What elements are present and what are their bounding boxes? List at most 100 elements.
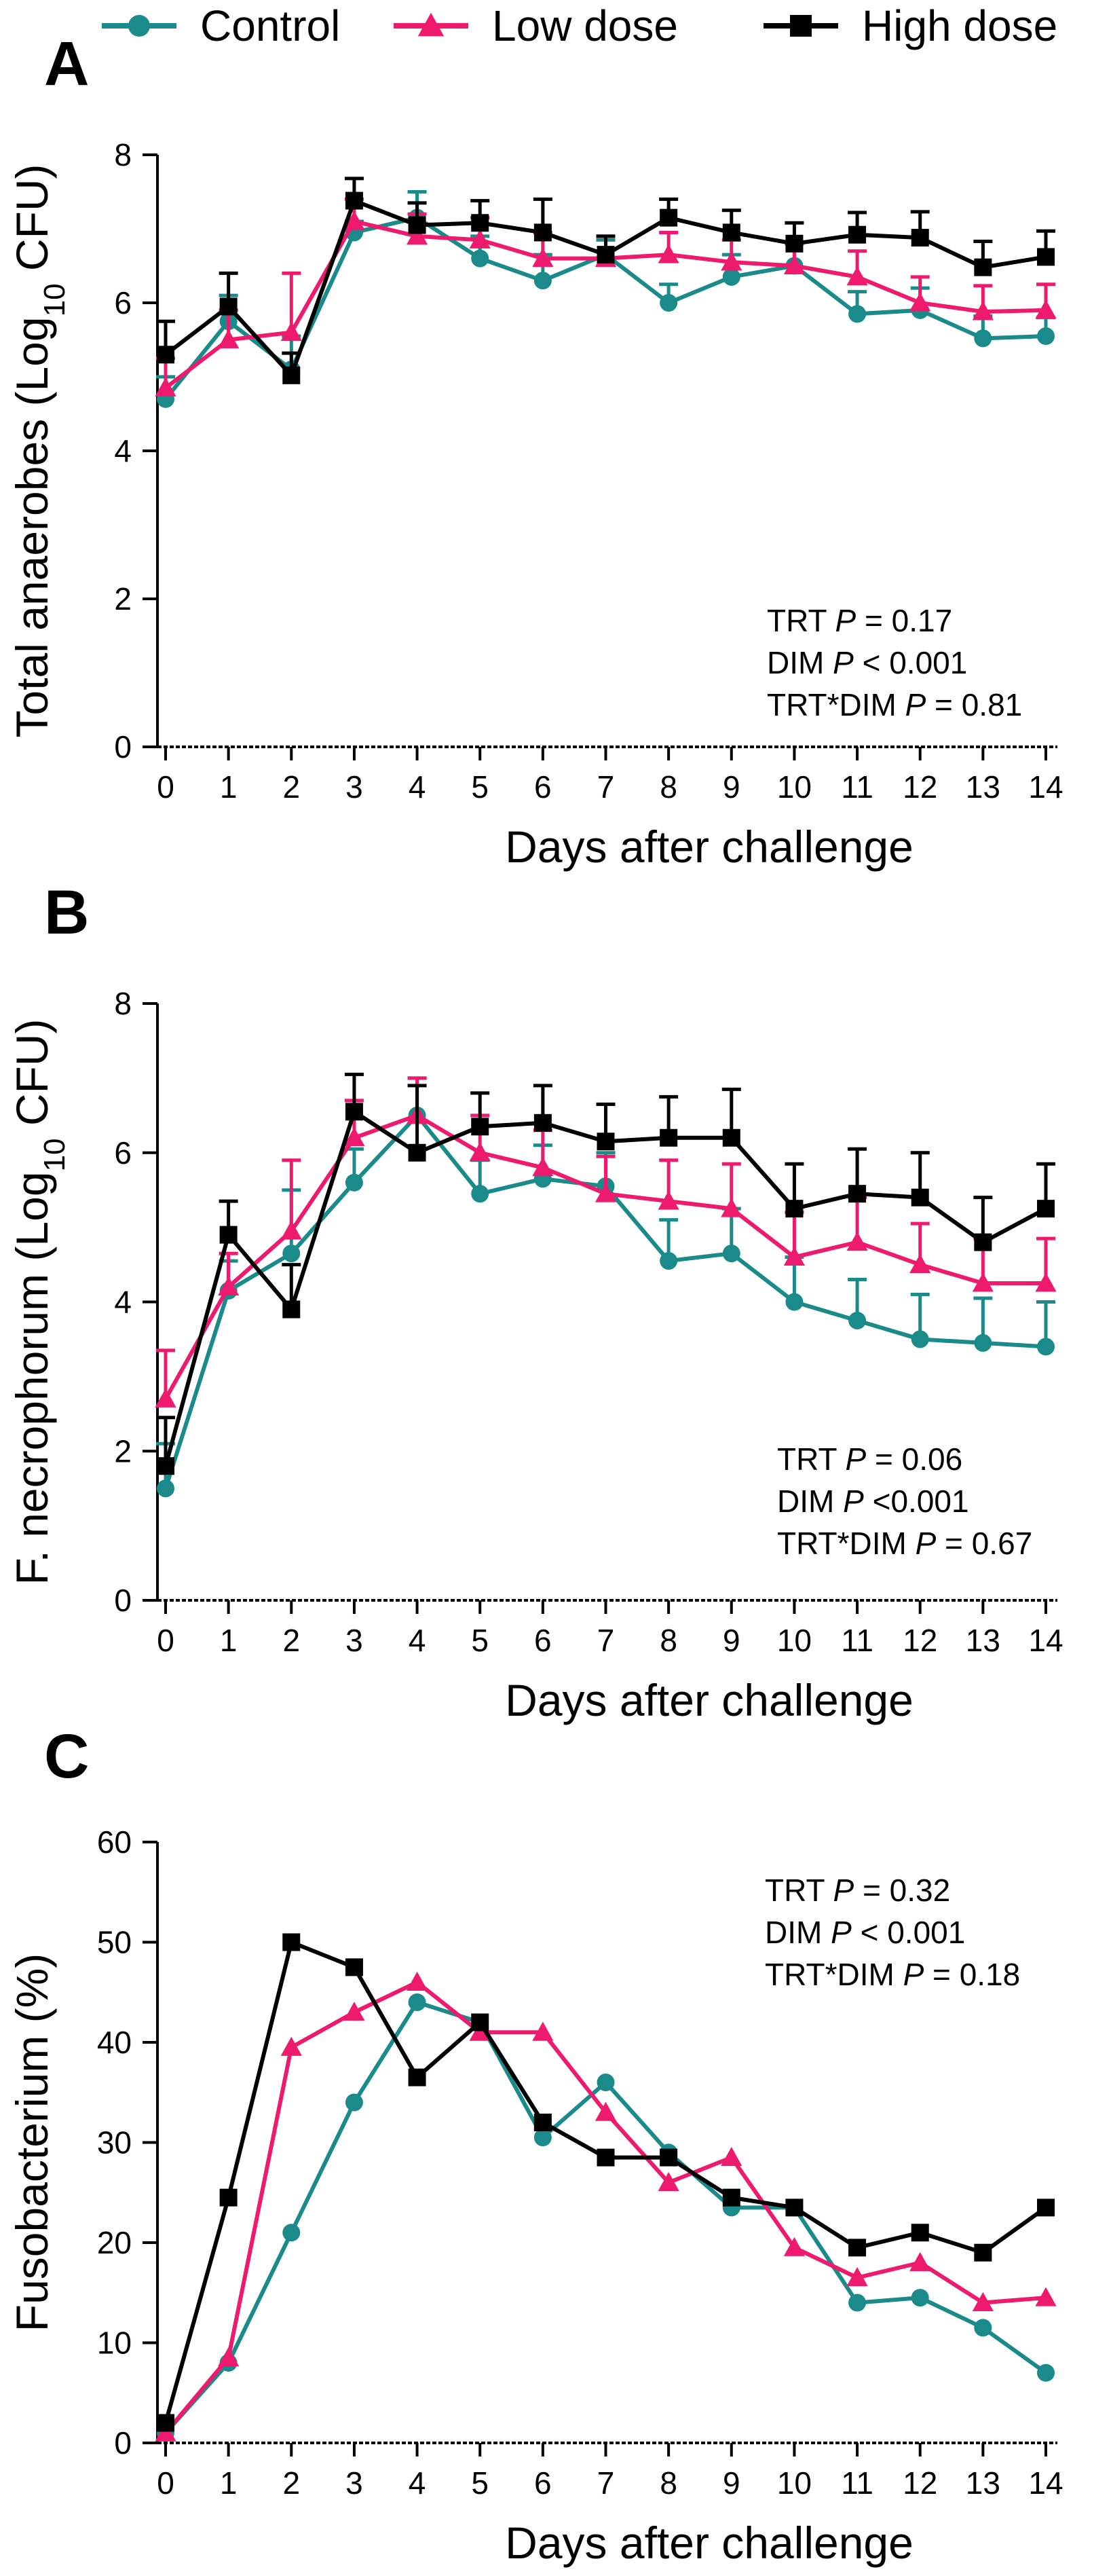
stat-p: P: [916, 1526, 937, 1561]
x-tick-label: 10: [777, 769, 812, 805]
data-point: [471, 214, 489, 232]
stat-label: TRT: [777, 1441, 846, 1477]
y-tick-label: 2: [114, 581, 132, 617]
data-point: [471, 1185, 489, 1203]
data-point: [345, 1103, 363, 1121]
data-point: [532, 248, 554, 268]
x-tick-label: 3: [345, 2465, 363, 2501]
x-tick-label: 8: [660, 2465, 677, 2501]
data-point: [533, 1114, 552, 1132]
stat-line-trt-dim: TRT*DIM P = 0.18: [765, 1957, 1020, 1992]
legend-label: Low dose: [492, 1, 678, 50]
data-point: [974, 329, 992, 348]
x-tick-label: 14: [1028, 769, 1063, 805]
data-point: [972, 2292, 994, 2311]
series-high-dose: [156, 1072, 1055, 1475]
series-control: [157, 1993, 1055, 2442]
x-tick-label: 6: [534, 1623, 552, 1658]
legend: Control Low dose High dose: [102, 1, 1057, 50]
y-axis-title-subscript: 10: [38, 1139, 71, 1172]
data-point: [408, 2068, 426, 2086]
data-point: [1035, 2287, 1057, 2306]
data-point: [974, 2243, 992, 2262]
data-point: [1037, 327, 1055, 346]
data-point: [1035, 1272, 1057, 1292]
stat-p: P: [905, 687, 926, 722]
data-point: [1037, 248, 1055, 266]
y-tick-label: 60: [97, 1824, 132, 1860]
data-point: [721, 251, 742, 271]
data-point: [280, 2036, 302, 2056]
x-tick-label: 1: [220, 769, 238, 805]
x-tick-label: 9: [723, 2465, 740, 2501]
data-point: [783, 1246, 806, 1266]
data-point: [1037, 1200, 1055, 1218]
stat-p: P: [903, 1957, 924, 1992]
y-tick-label: 40: [97, 2025, 132, 2060]
legend-marker-square: [790, 15, 812, 37]
x-tick-label: 5: [471, 769, 489, 805]
data-point: [345, 1958, 363, 1976]
data-point: [469, 1142, 491, 1162]
y-tick-label: 0: [114, 2425, 132, 2461]
panel-letter: B: [44, 878, 89, 947]
data-point: [533, 2114, 552, 2131]
stat-p: P: [843, 1484, 864, 1519]
x-tick-label: 12: [903, 1623, 937, 1658]
data-point: [848, 1185, 867, 1203]
data-point: [660, 2148, 678, 2167]
x-tick-label: 12: [903, 769, 937, 805]
data-point: [846, 2267, 868, 2287]
x-tick-label: 11: [841, 2465, 873, 2501]
data-point: [343, 1127, 365, 1147]
data-point: [155, 2422, 176, 2442]
data-point: [345, 2093, 363, 2112]
x-tick-label: 11: [841, 769, 873, 805]
data-point: [722, 1245, 740, 1263]
y-axis-title: Total anaerobes (Log10 CFU): [7, 164, 71, 737]
data-point: [533, 272, 552, 290]
data-point: [974, 1233, 992, 1251]
data-point: [911, 2224, 929, 2242]
data-point: [1037, 2363, 1055, 2382]
y-tick-label: 30: [97, 2125, 132, 2160]
stat-value: <0.001: [864, 1484, 969, 1519]
data-point: [848, 2239, 867, 2257]
x-tick-label: 9: [723, 1623, 740, 1658]
panel-letter: C: [44, 1722, 89, 1791]
stats-annotation: TRT P = 0.17 DIM P < 0.001 TRT*DIM P = 0.8…: [767, 603, 1022, 722]
x-tick-label: 7: [597, 2465, 615, 2501]
x-tick-label: 8: [660, 769, 677, 805]
data-point: [219, 297, 238, 316]
data-point: [722, 268, 740, 286]
y-tick-label: 8: [114, 137, 132, 172]
data-point: [282, 1933, 301, 1951]
data-point: [408, 216, 426, 234]
data-point: [974, 1333, 992, 1352]
data-point: [157, 346, 174, 364]
data-point: [280, 322, 302, 342]
data-point: [533, 223, 552, 242]
data-point: [408, 1993, 426, 2011]
series-low-dose: [155, 1971, 1057, 2442]
data-point: [155, 377, 176, 397]
stat-value: = 0.06: [866, 1441, 962, 1477]
x-tick-label: 13: [966, 2465, 1000, 2501]
data-point: [783, 255, 806, 274]
data-point: [785, 234, 804, 253]
data-point: [848, 305, 867, 323]
data-point: [219, 2188, 238, 2207]
x-tick-label: 1: [220, 2465, 238, 2501]
data-point: [909, 1253, 931, 1274]
data-point: [597, 2148, 615, 2167]
x-tick-label: 1: [220, 1623, 238, 1658]
data-point: [406, 225, 428, 245]
data-point: [846, 1232, 868, 1251]
y-tick-label: 6: [114, 1135, 132, 1171]
data-point: [343, 210, 365, 230]
stat-value: = 0.18: [924, 1957, 1020, 1992]
x-tick-label: 11: [841, 1623, 873, 1658]
